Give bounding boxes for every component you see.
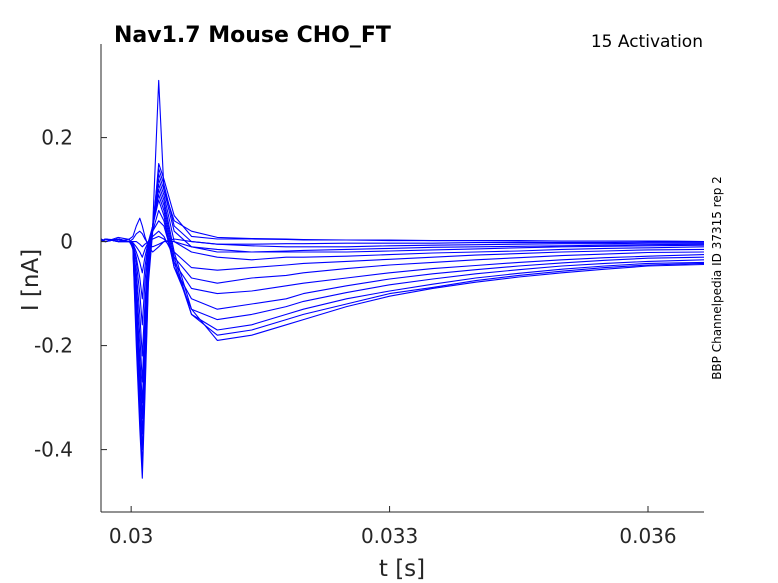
series-line-6 (100, 189, 705, 383)
series-group (100, 79, 705, 479)
series-line-1 (100, 79, 705, 466)
ticks-group: 0.03 0.033 0.036 -0.4 -0.2 0 0.2 (34, 126, 677, 548)
series-line-3 (100, 173, 705, 435)
y-tick-label: -0.4 (34, 438, 73, 462)
x-tick-label: 0.036 (619, 524, 676, 548)
series-line-7 (100, 194, 705, 357)
y-axis-label: I [nA] (18, 249, 44, 311)
series-line-8 (100, 199, 705, 326)
series-line-13 (100, 217, 705, 253)
series-line-14 (100, 230, 704, 248)
y-tick-label: 0 (60, 230, 73, 254)
chart-title: Nav1.7 Mouse CHO_FT (114, 23, 391, 48)
x-tick-label: 0.03 (109, 524, 154, 548)
series-line-12 (100, 235, 705, 341)
x-tick-label: 0.033 (361, 524, 418, 548)
y-tick-label: 0.2 (41, 126, 73, 150)
series-line-0 (100, 163, 705, 479)
series-line-10 (100, 220, 705, 331)
y-tick-label: -0.2 (34, 334, 73, 358)
side-label: BBP Channelpedia ID 37315 rep 2 (710, 176, 724, 380)
x-axis-label: t [s] (379, 556, 425, 582)
chart-subtitle: 15 Activation (591, 32, 703, 52)
axes-group (100, 44, 704, 513)
series-line-11 (100, 230, 705, 336)
